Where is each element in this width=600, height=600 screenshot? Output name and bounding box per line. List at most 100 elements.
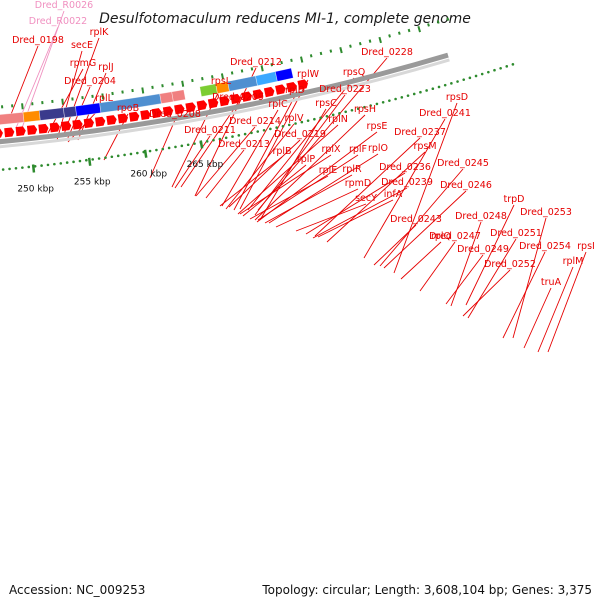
cds-arrow [128,111,140,122]
gene-label: Dred_0249 [457,244,509,255]
leader-line [239,79,309,210]
outer-tick [358,41,362,46]
outer-tick [407,28,411,33]
leader-line [7,45,39,123]
leader-line [373,224,417,266]
outer-tick [240,69,244,73]
scale-dot [287,123,291,127]
scale-dot [1,168,5,171]
outer-tick [368,39,372,43]
gene-label: rplO [368,143,388,154]
outer-tick [349,44,352,48]
leader-line [247,77,355,211]
gene-label: rplM [563,256,584,267]
leader-line [180,102,239,188]
leader-line [379,168,464,267]
gene-label: Dred_0239 [381,177,433,188]
scale-dot [155,148,158,152]
scale-dot [250,131,253,135]
leader-line [295,203,367,232]
leader-line [419,241,456,292]
scale-dot [65,161,69,164]
leader-line [363,118,446,259]
scale-dot [456,80,459,83]
scale-dot [116,154,120,158]
leader-line [393,102,458,274]
scale-dot [462,78,466,81]
leader-line [221,109,279,207]
outer-tick [309,54,313,58]
leader-line [225,123,295,210]
gene-label: rplF [349,144,367,155]
scale-dot [480,72,484,76]
scale-tick [31,164,36,173]
scale-dot [294,122,297,125]
leader-line [47,68,84,134]
outer-tick [300,56,304,63]
cds-arrow [151,108,162,119]
scale-dot [256,130,260,133]
leader-line [233,95,296,211]
outer-tick [191,78,194,83]
scale-dot [388,99,391,102]
leader-line [312,187,408,239]
gene-label: Dred_0198 [12,35,64,46]
leader-line [383,190,467,269]
backbone-shadow [0,58,450,149]
scale-dot [193,142,196,145]
feature-segment [22,110,41,123]
gene-label: rplJ [98,62,113,73]
gene-label: Dred_R0022 [29,16,87,27]
leader-line [254,114,366,221]
gene-label: rplX [321,144,341,155]
outer-tick [388,34,391,38]
gene-label: Dred_0237 [394,127,446,138]
outer-tick [250,67,254,71]
scale-dot [363,105,366,109]
outer-tick [101,93,105,100]
outer-tick [141,87,145,94]
leader-line [400,241,442,280]
gene-label: rplL [95,93,114,104]
scale-ring: 220 kbp225 kbp230 kbp235 kbp240 kbp245 k… [1,63,515,194]
scale-dot [110,155,114,159]
scale-dot [205,140,209,143]
leader-line [317,199,394,238]
scale-dot [406,94,410,97]
cds-arrow [117,113,129,124]
leader-line [228,139,301,208]
scale-dot [344,110,347,114]
scale-dot [27,165,31,169]
gene-label: Dred_0223 [319,84,371,95]
gene-label: Dred_R0026 [35,0,93,11]
leader-line [256,131,378,223]
scale-dot [262,128,266,132]
feature-segment [0,111,25,125]
leader-line [237,124,339,215]
gene-label: rpsL [211,76,232,87]
gene-label: rpmG [70,58,97,69]
gene-label: Dred_0228 [361,47,413,58]
scale-dot [91,158,95,161]
outer-tick [270,63,274,67]
gene-label: Dred_0246 [440,180,492,191]
scale-dot [443,83,447,87]
cds-arrow [297,79,308,90]
scale-dot [369,104,372,107]
cds-arrow [95,116,106,127]
outer-tick [378,36,382,44]
leader-line [268,153,379,224]
gene-label: rplE [319,165,338,176]
outer-tick [201,77,204,81]
outer-tick [280,60,283,65]
gene-label: rpsE [367,121,388,132]
leader-line [15,26,59,129]
cds-arrow [207,98,219,109]
leader-line [174,135,211,189]
leader-line [242,164,307,217]
leader-line [62,37,100,138]
cds-arrow [263,86,275,98]
scale-tick [143,149,148,158]
scale-dot [129,152,133,156]
outer-tick [319,51,323,56]
